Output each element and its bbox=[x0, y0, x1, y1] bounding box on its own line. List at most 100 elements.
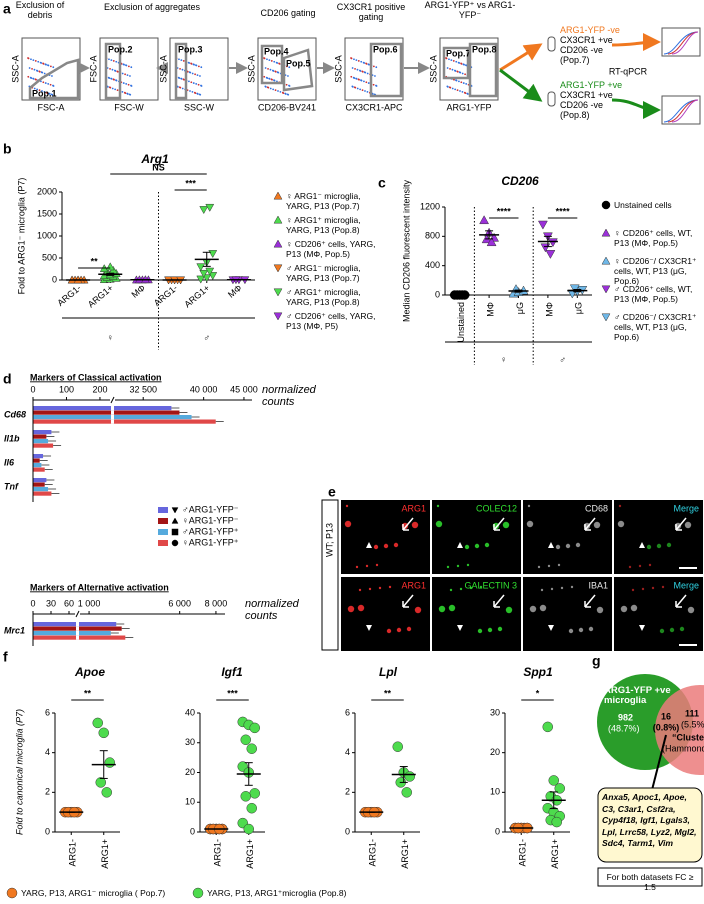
facs-event bbox=[194, 92, 197, 95]
cell-signal bbox=[435, 520, 443, 528]
data-point bbox=[547, 238, 558, 248]
x-tick-label: ARG1- bbox=[213, 839, 223, 867]
cell-signal bbox=[568, 628, 574, 634]
category-label: Cd68 bbox=[4, 409, 26, 419]
y-axis-label: SSC-A bbox=[333, 55, 343, 83]
facs-event bbox=[453, 78, 455, 81]
arrowhead-icon bbox=[548, 625, 554, 631]
facs-event bbox=[270, 60, 273, 62]
category-label: Mrc1 bbox=[4, 625, 25, 635]
cell-signal bbox=[617, 520, 625, 528]
facs-event bbox=[462, 82, 465, 84]
chart-title: Arg1 bbox=[140, 152, 169, 166]
legend-label: YARG, P13, ARG1⁺microglia (Pop.8) bbox=[207, 888, 347, 898]
facs-event bbox=[188, 62, 191, 64]
facs-event bbox=[30, 77, 33, 79]
cell-signal bbox=[631, 588, 635, 592]
venn-set-b-source: (Hammond et al.) bbox=[662, 743, 704, 753]
facs-event bbox=[460, 62, 463, 65]
facs-event bbox=[33, 68, 36, 71]
data-point bbox=[542, 721, 553, 733]
facs-event bbox=[367, 82, 370, 84]
facs-event bbox=[125, 83, 128, 85]
bar bbox=[33, 463, 42, 468]
facs-event bbox=[263, 57, 266, 60]
gate bbox=[442, 46, 470, 80]
legend-label: ♂ CD206⁺ cells, YARG, P13 (MΦ, P5) bbox=[286, 311, 376, 331]
cell-signal bbox=[448, 604, 456, 612]
note-box bbox=[597, 867, 703, 887]
cell-signal bbox=[388, 585, 392, 589]
bar-break bbox=[76, 635, 79, 640]
cell-signal bbox=[565, 543, 571, 549]
facs-event bbox=[186, 70, 189, 73]
data-point bbox=[199, 206, 209, 215]
data-point bbox=[554, 783, 565, 794]
category-label: Il6 bbox=[4, 457, 15, 467]
facs-event bbox=[113, 78, 115, 81]
cell-signal bbox=[628, 565, 632, 569]
facs-event bbox=[200, 66, 203, 69]
facs-event bbox=[38, 70, 41, 73]
facs-event bbox=[461, 72, 464, 75]
x-tick-label: ARG1- bbox=[152, 283, 180, 308]
significance-label: **** bbox=[556, 206, 571, 216]
facs-event bbox=[364, 71, 367, 74]
y-tick-label: 4 bbox=[45, 747, 50, 757]
facs-event bbox=[52, 85, 55, 87]
facs-event bbox=[129, 93, 132, 96]
facs-event bbox=[366, 90, 369, 93]
cell-signal bbox=[557, 563, 561, 567]
data-point bbox=[548, 775, 559, 786]
channel-label: Merge bbox=[673, 580, 699, 590]
data-point bbox=[569, 284, 580, 294]
legend-swatch bbox=[158, 518, 168, 524]
x-tick-label: ARG1- bbox=[518, 839, 528, 867]
facs-event bbox=[193, 63, 195, 66]
cell-signal bbox=[661, 585, 665, 589]
data-point bbox=[479, 215, 490, 225]
venn-set-a-label: ARG1-YFP +ve microglia bbox=[604, 685, 671, 706]
facs-event bbox=[47, 83, 50, 85]
legend-label: ♀ CD206⁻/ CX3CR1⁺ cells, WT, P13 (μG, Po… bbox=[614, 256, 697, 286]
facs-event bbox=[287, 93, 290, 96]
x-axis-label: CX3CR1-APC bbox=[345, 102, 403, 112]
significance-label: ** bbox=[84, 688, 92, 698]
facs-event bbox=[458, 62, 461, 64]
x-axis-label: FSC-W bbox=[114, 102, 144, 112]
facs-event bbox=[273, 79, 276, 82]
venn-connector bbox=[651, 734, 667, 791]
legend-label: ♂ARG1-YFP⁺ bbox=[182, 526, 239, 536]
arrow-icon bbox=[493, 517, 505, 531]
cell-signal bbox=[456, 564, 460, 568]
cell-signal bbox=[578, 627, 584, 633]
facs-event bbox=[49, 83, 52, 86]
cell-signal bbox=[436, 504, 440, 508]
legend-label: YARG, P13, ARG1⁻ microglia ( Pop.7) bbox=[21, 888, 166, 898]
data-point bbox=[208, 250, 218, 259]
legend-marker bbox=[601, 256, 611, 265]
legend-label: ♂ARG1-YFP⁻ bbox=[182, 504, 239, 514]
facs-event bbox=[195, 64, 198, 67]
y-tick-label: 0 bbox=[345, 826, 350, 836]
facs-event bbox=[459, 71, 462, 74]
facs-event bbox=[354, 67, 356, 70]
gate-label: Pop.5 bbox=[286, 58, 311, 68]
cell-signal bbox=[502, 521, 510, 529]
channel-label: CD68 bbox=[585, 503, 608, 513]
facs-event bbox=[189, 90, 191, 92]
channel-label: Merge bbox=[673, 503, 699, 513]
cell-signal bbox=[526, 520, 534, 528]
significance-label: NS bbox=[152, 162, 165, 172]
facs-event bbox=[179, 86, 182, 89]
y-tick-label: 40 bbox=[185, 707, 195, 717]
facs-event bbox=[364, 90, 366, 92]
legend-swatch bbox=[158, 507, 168, 513]
arrowhead-icon bbox=[457, 542, 463, 548]
chart-title: Lpl bbox=[379, 665, 398, 679]
facs-event bbox=[267, 86, 270, 89]
facs-event bbox=[27, 75, 30, 78]
facs-event bbox=[125, 64, 128, 67]
x-tick-label: 200 bbox=[92, 384, 107, 394]
y-tick-label: 2 bbox=[345, 787, 350, 797]
